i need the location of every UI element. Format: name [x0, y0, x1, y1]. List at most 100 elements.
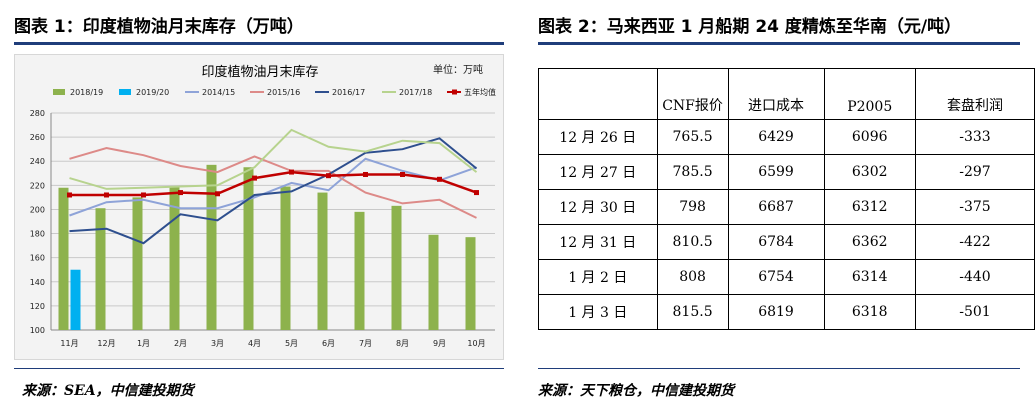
series-line: [69, 128, 478, 190]
header-cell: P2005: [823, 68, 916, 120]
table-cell: -422: [914, 224, 1035, 260]
header-cell: [538, 68, 658, 120]
table-cell: 6819: [727, 294, 825, 330]
series-point: [400, 171, 405, 177]
table-cell: 6312: [823, 189, 916, 225]
table-cell: 6302: [823, 154, 916, 190]
table-row: 12 月 30 日 798 6687 6312 -375: [538, 189, 1035, 225]
header-cell: CNF报价: [656, 68, 729, 120]
right-source: 来源：天下粮仓，中信建投期货: [538, 383, 734, 399]
x-tick-label: 8月: [396, 339, 409, 348]
table-cell: 6687: [727, 189, 825, 225]
table-cell: 1 月 2 日: [538, 259, 658, 295]
legend-label: 2019/20: [136, 88, 169, 97]
x-tick-label: 2月: [174, 339, 187, 348]
left-source: 来源：SEA，中信建投期货: [22, 383, 194, 399]
x-tick-label: 3月: [211, 339, 224, 348]
x-tick-label: 5月: [285, 339, 298, 348]
series-line: [69, 157, 477, 217]
table-header-row: CNF报价 进口成本 P2005 套盘利润: [538, 68, 1035, 120]
bar: [354, 211, 365, 330]
right-panel-title: 图表 2：马来西亚 1 月船期 24 度精炼至华南（元/吨）: [538, 17, 962, 37]
x-tick-label: 12月: [97, 339, 115, 348]
series-line: [69, 146, 477, 219]
y-tick-label: 100: [30, 326, 45, 335]
table-cell: 1 月 3 日: [538, 294, 658, 330]
table-cell: 810.5: [656, 224, 729, 260]
legend-label: 2016/17: [332, 88, 365, 97]
legend-swatch: [119, 89, 131, 95]
series-point: [215, 191, 220, 197]
table-cell: 798: [656, 189, 729, 225]
right-title-rule: [538, 42, 1020, 45]
legend-label: 2018/19: [70, 88, 103, 97]
y-tick-label: 260: [30, 133, 45, 142]
y-tick-label: 280: [30, 109, 45, 118]
left-source-rule: [14, 368, 504, 369]
bar: [58, 187, 69, 330]
table-cell: 785.5: [656, 154, 729, 190]
table-row: 12 月 26 日 765.5 6429 6096 -333: [538, 119, 1035, 155]
y-tick-label: 240: [30, 157, 45, 166]
legend-swatch: [53, 89, 65, 95]
x-tick-label: 6月: [322, 339, 335, 348]
x-tick-label: 10月: [467, 339, 485, 348]
header-cell: 套盘利润: [914, 68, 1035, 120]
y-tick-label: 120: [30, 302, 45, 311]
legend-label: 五年均值: [464, 87, 496, 97]
bar: [206, 164, 217, 330]
table-cell: 6096: [823, 119, 916, 155]
legend-marker: [452, 89, 457, 95]
x-tick-label: 1月: [137, 339, 150, 348]
y-tick-label: 140: [30, 278, 45, 287]
series-point: [104, 192, 109, 198]
series-point: [178, 190, 183, 196]
bar: [465, 237, 476, 330]
series-point: [437, 176, 442, 182]
left-panel-title: 图表 1：印度植物油月末库存（万吨）: [14, 17, 304, 37]
x-tick-label: 11月: [60, 339, 78, 348]
table-cell: 12 月 30 日: [538, 189, 658, 225]
table-cell: -440: [914, 259, 1035, 295]
legend-label: 2014/15: [202, 88, 235, 97]
table-cell: 12 月 31 日: [538, 224, 658, 260]
table-row: 12 月 31 日 810.5 6784 6362 -422: [538, 224, 1035, 260]
table-cell: 6784: [727, 224, 825, 260]
table-cell: -375: [914, 189, 1035, 225]
chart-unit-label: 单位：万吨: [433, 63, 483, 76]
bar: [317, 192, 328, 330]
x-tick-label: 4月: [248, 339, 261, 348]
chart-canvas: 印度植物油月末库存 单位：万吨 100 120 140 160 180 200 220 240 26…: [30, 63, 496, 348]
bar: [391, 205, 402, 330]
series-point: [252, 175, 257, 181]
table-cell: 6429: [727, 119, 825, 155]
y-tick-label: 220: [30, 181, 45, 190]
legend-label: 2017/18: [399, 88, 432, 97]
table-cell: 765.5: [656, 119, 729, 155]
bar: [428, 234, 439, 330]
table-cell: -501: [914, 294, 1035, 330]
series-line: [69, 137, 478, 245]
bar: [243, 167, 254, 330]
table-cell: 12 月 27 日: [538, 154, 658, 190]
y-tick-label: 160: [30, 254, 45, 263]
x-tick-label: 7月: [359, 339, 372, 348]
table-cell: -297: [914, 154, 1035, 190]
bar: [95, 208, 106, 330]
series-point: [363, 171, 368, 177]
header-cell: 进口成本: [727, 68, 825, 120]
profit-table: CNF报价 进口成本 P2005 套盘利润 12 月 26 日 765.5 64…: [538, 68, 1035, 330]
table-cell: 6599: [727, 154, 825, 190]
y-tick-label: 180: [30, 230, 45, 239]
bar: [169, 186, 180, 330]
table-row: 12 月 27 日 785.5 6599 6302 -297: [538, 154, 1035, 190]
left-title-rule: [14, 42, 504, 45]
table-cell: 12 月 26 日: [538, 119, 658, 155]
chart-title: 印度植物油月末库存: [201, 64, 318, 80]
bar: [132, 197, 143, 330]
series-point: [289, 169, 294, 175]
table-row: 1 月 3 日 815.5 6819 6318 -501: [538, 294, 1035, 330]
table-cell: 808: [656, 259, 729, 295]
inventory-chart: 印度植物油月末库存 单位：万吨 100 120 140 160 180 200 220 240 26…: [14, 54, 504, 360]
right-source-rule: [538, 368, 1020, 369]
